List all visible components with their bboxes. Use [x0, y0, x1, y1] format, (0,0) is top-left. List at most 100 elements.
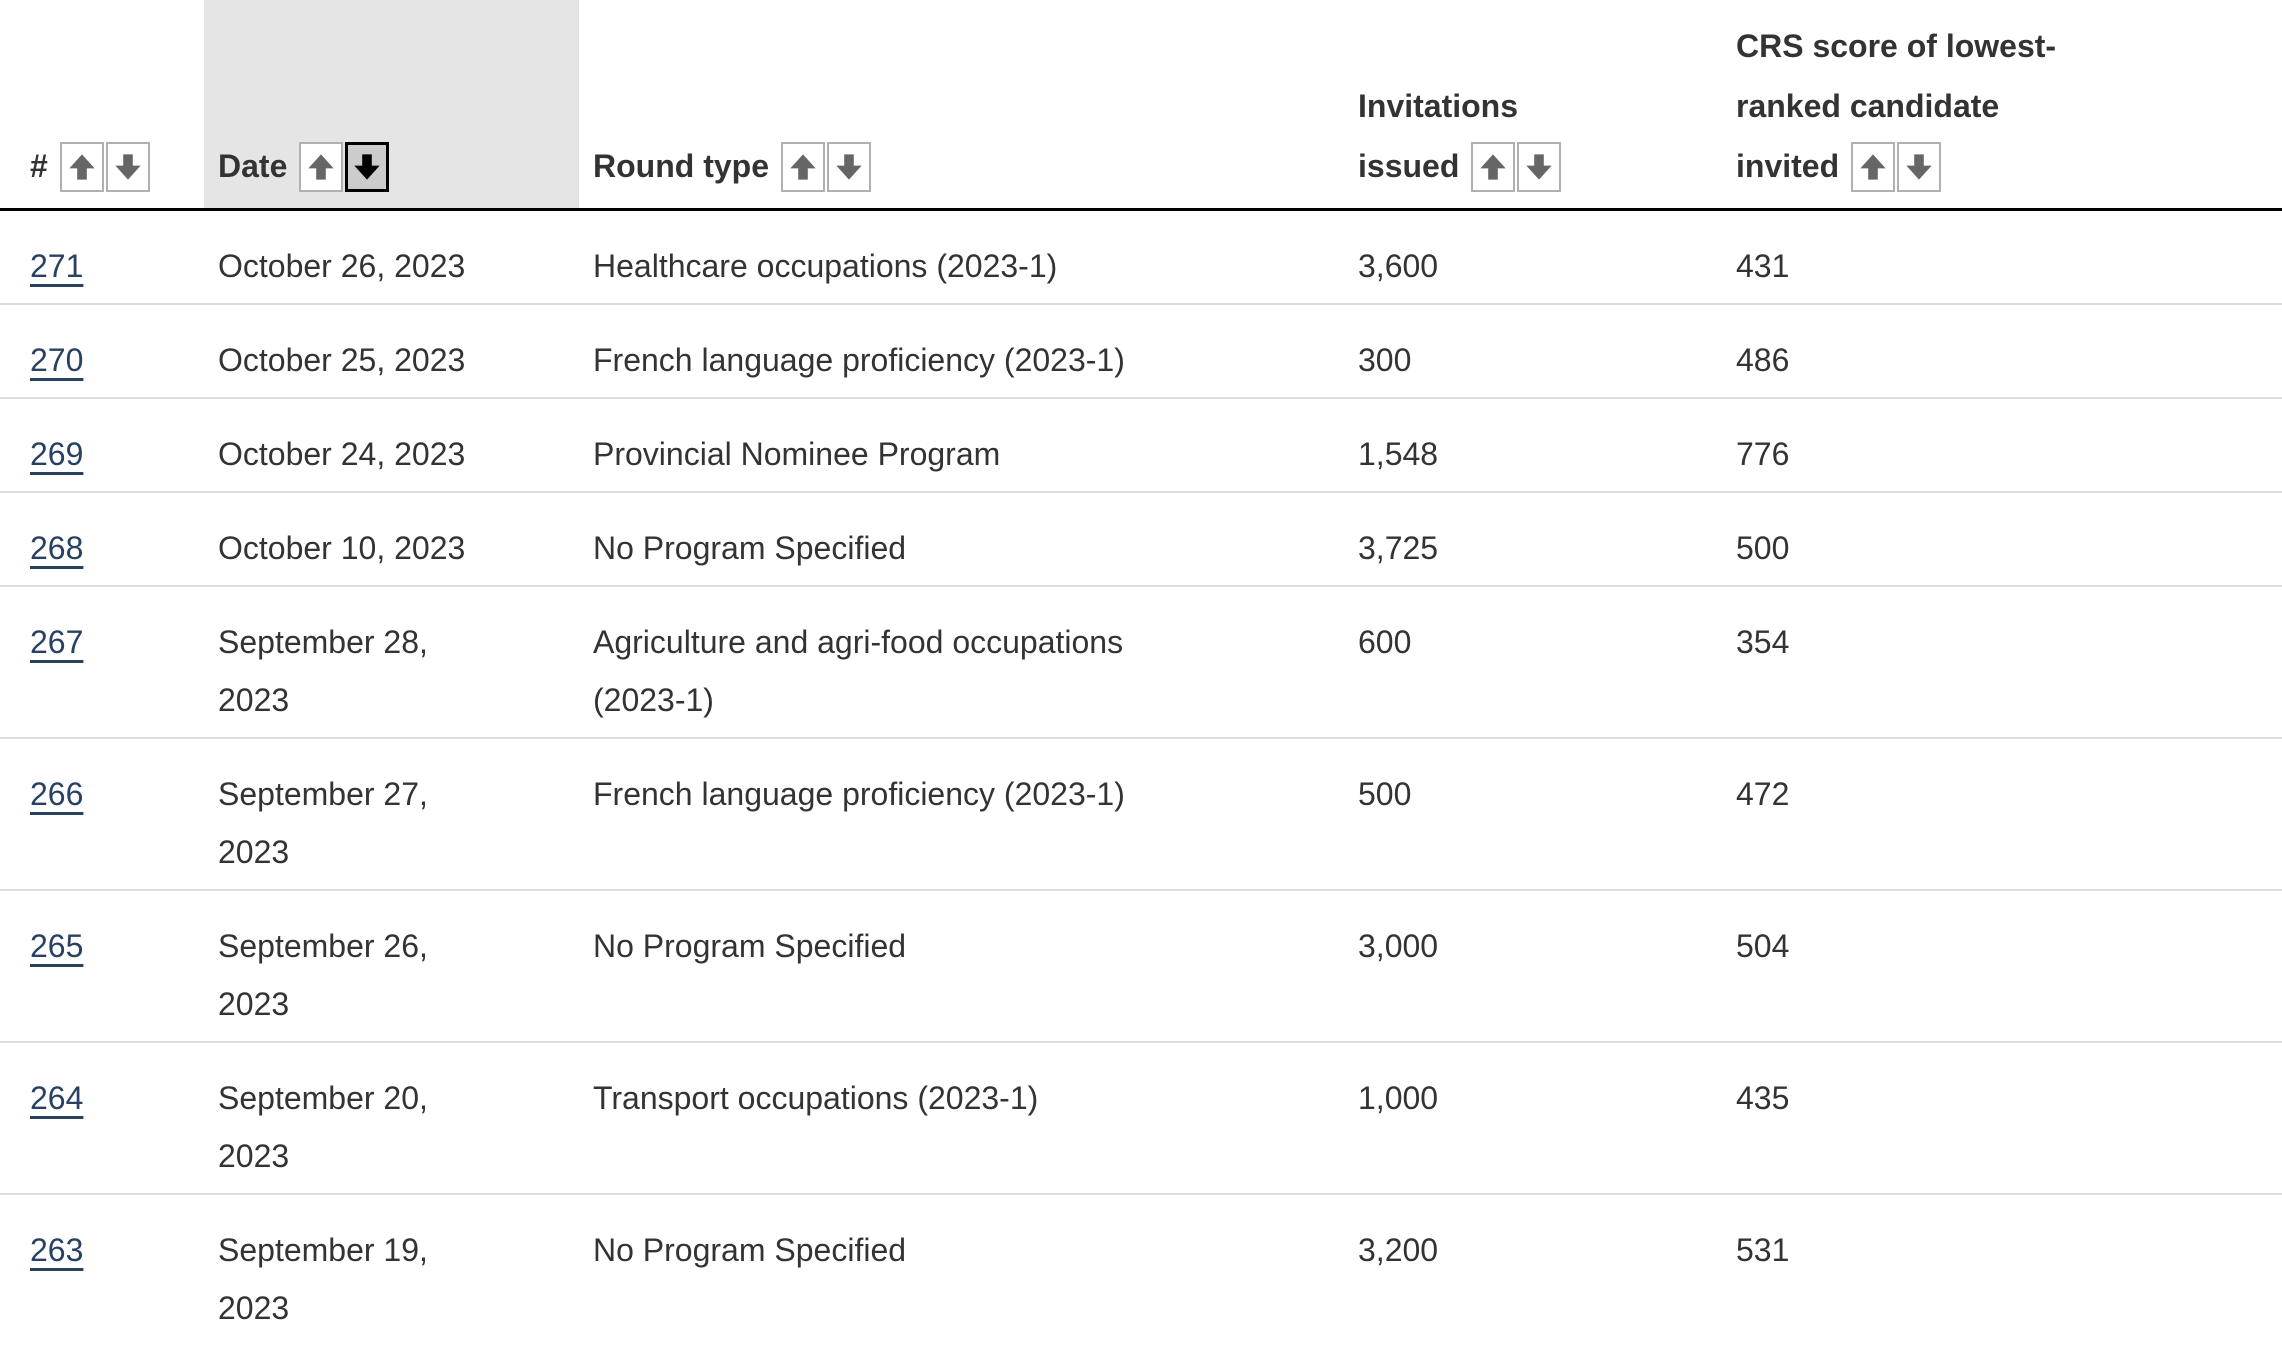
- cell-invitations-issued: 3,600: [1358, 248, 1439, 284]
- cell-round-number: 268: [0, 493, 204, 585]
- up-arrow-icon: [308, 153, 335, 180]
- column-header-crs-score-label: CRS score of lowest- ranked candidate in…: [1736, 28, 2057, 184]
- cell-round-type: Agriculture and agri-food occupations (2…: [593, 624, 1124, 718]
- cell-invitations-issued: 600: [1358, 624, 1412, 660]
- sort-ascending-button-invitations-issued[interactable]: [1471, 141, 1516, 192]
- sort-descending-button-number[interactable]: [105, 141, 150, 192]
- cell-invitations-issued: 300: [1358, 342, 1412, 378]
- table-row: 268 October 10, 2023 No Program Specified 3…: [0, 491, 2282, 585]
- cell-date: September 20, 2023: [218, 1080, 428, 1174]
- sort-ascending-button-round-type[interactable]: [780, 141, 825, 192]
- cell-round-type: French language proficiency (2023-1): [593, 776, 1125, 812]
- cell-round-type: No Program Specified: [593, 1232, 907, 1268]
- round-number-link[interactable]: 264: [30, 1080, 84, 1116]
- column-header-number-label: #: [30, 148, 48, 184]
- cell-date: October 10, 2023: [218, 530, 466, 566]
- table-row: 265 September 26, 2023 No Program Specifie…: [0, 889, 2282, 1041]
- table-row: 269 October 24, 2023 Provincial Nominee Pr…: [0, 397, 2282, 491]
- up-arrow-icon: [790, 153, 816, 180]
- cell-date: October 26, 2023: [218, 248, 466, 284]
- sort-ascending-button-number[interactable]: [59, 141, 104, 192]
- round-number-link[interactable]: 263: [30, 1232, 84, 1268]
- cell-round-type: Provincial Nominee Program: [593, 436, 1001, 472]
- cell-crs-score: 354: [1736, 624, 1790, 660]
- cell-date: September 28, 2023: [218, 624, 428, 718]
- column-header-crs-score: CRS score of lowest- ranked candidate in…: [1722, 0, 2282, 208]
- sort-controls-date: [299, 141, 390, 192]
- round-number-link[interactable]: 270: [30, 342, 84, 378]
- cell-round-number: 263: [0, 1195, 204, 1345]
- sort-controls-number: [59, 141, 150, 192]
- cell-round-type: No Program Specified: [593, 530, 907, 566]
- column-header-invitations-issued-label: Invitations issued: [1358, 88, 1519, 184]
- cell-round-type: Transport occupations (2023-1): [593, 1080, 1039, 1116]
- cell-date: October 25, 2023: [218, 342, 466, 378]
- sort-controls-crs-score: [1851, 141, 1942, 192]
- down-arrow-icon: [1526, 153, 1553, 180]
- column-header-round-type: Round type: [579, 0, 1344, 208]
- sort-controls-invitations-issued: [1471, 141, 1562, 192]
- sort-ascending-button-date[interactable]: [299, 141, 344, 192]
- cell-round-type: French language proficiency (2023-1): [593, 342, 1125, 378]
- round-number-link[interactable]: 266: [30, 776, 84, 812]
- sort-controls-round-type: [780, 141, 871, 192]
- cell-crs-score: 531: [1736, 1232, 1790, 1268]
- cell-invitations-issued: 1,548: [1358, 436, 1439, 472]
- round-number-link[interactable]: 268: [30, 530, 84, 566]
- cell-date: September 26, 2023: [218, 928, 428, 1022]
- column-header-date-label: Date: [218, 148, 288, 184]
- cell-round-type: Healthcare occupations (2023-1): [593, 248, 1058, 284]
- round-number-link[interactable]: 271: [30, 248, 84, 284]
- cell-date: September 27, 2023: [218, 776, 428, 870]
- cell-round-number: 269: [0, 399, 204, 491]
- table-row: 263 September 19, 2023 No Program Specifie…: [0, 1193, 2282, 1345]
- cell-round-number: 270: [0, 305, 204, 397]
- cell-round-number: 264: [0, 1043, 204, 1193]
- cell-round-number: 266: [0, 739, 204, 889]
- cell-round-number: 267: [0, 587, 204, 737]
- column-header-number: #: [0, 0, 204, 208]
- cell-crs-score: 504: [1736, 928, 1790, 964]
- column-header-invitations-issued: Invitations issued: [1344, 0, 1722, 208]
- sort-descending-button-crs-score[interactable]: [1897, 141, 1942, 192]
- sort-descending-button-date[interactable]: [345, 141, 390, 192]
- sort-descending-button-invitations-issued[interactable]: [1517, 141, 1562, 192]
- cell-invitations-issued: 3,200: [1358, 1232, 1439, 1268]
- table-row: 267 September 28, 2023 Agriculture and agr…: [0, 585, 2282, 737]
- cell-invitations-issued: 500: [1358, 776, 1412, 812]
- down-arrow-icon: [354, 153, 381, 180]
- table-row: 266 September 27, 2023 French language pro…: [0, 737, 2282, 889]
- table-row: 264 September 20, 2023 Transport occupatio…: [0, 1041, 2282, 1193]
- round-number-link[interactable]: 265: [30, 928, 84, 964]
- round-number-link[interactable]: 269: [30, 436, 84, 472]
- up-arrow-icon: [1480, 153, 1507, 180]
- cell-invitations-issued: 3,725: [1358, 530, 1439, 566]
- column-header-round-type-label: Round type: [593, 148, 769, 184]
- cell-crs-score: 435: [1736, 1080, 1790, 1116]
- cell-date: October 24, 2023: [218, 436, 466, 472]
- cell-crs-score: 486: [1736, 342, 1790, 378]
- table-row: 271 October 26, 2023 Healthcare occupation…: [0, 211, 2282, 303]
- rounds-table-body: 271 October 26, 2023 Healthcare occupation…: [0, 211, 2282, 1345]
- cell-round-type: No Program Specified: [593, 928, 907, 964]
- cell-crs-score: 472: [1736, 776, 1790, 812]
- rounds-table-header: # Date Round type Invitations issued CRS…: [0, 0, 2282, 211]
- cell-round-number: 265: [0, 891, 204, 1041]
- cell-invitations-issued: 1,000: [1358, 1080, 1439, 1116]
- down-arrow-icon: [1906, 153, 1932, 180]
- down-arrow-icon: [115, 153, 141, 180]
- cell-crs-score: 431: [1736, 248, 1790, 284]
- cell-date: September 19, 2023: [218, 1232, 428, 1326]
- cell-round-number: 271: [0, 211, 204, 303]
- round-number-link[interactable]: 267: [30, 624, 84, 660]
- down-arrow-icon: [836, 153, 862, 180]
- sort-descending-button-round-type[interactable]: [826, 141, 871, 192]
- sort-ascending-button-crs-score[interactable]: [1851, 141, 1896, 192]
- cell-crs-score: 776: [1736, 436, 1790, 472]
- cell-crs-score: 500: [1736, 530, 1790, 566]
- table-row: 270 October 25, 2023 French language profi…: [0, 303, 2282, 397]
- cell-invitations-issued: 3,000: [1358, 928, 1439, 964]
- up-arrow-icon: [69, 153, 95, 180]
- column-header-date: Date: [204, 0, 579, 208]
